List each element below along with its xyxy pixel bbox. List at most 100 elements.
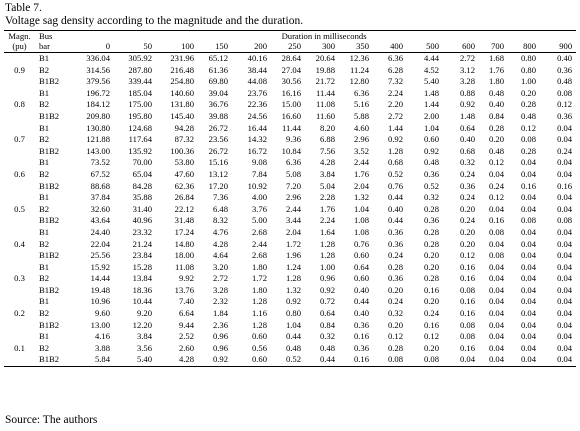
- table-row: B1 73.52 70.00 53.80 15.16 9.08 6.36 4.28 2.44 0.…: [4, 157, 576, 169]
- bus-bar-cell: B2: [39, 168, 50, 179]
- value-cell: 339.44: [128, 76, 152, 87]
- value-cell: 0.92: [387, 134, 403, 145]
- bus-bar-cell: B1B2: [39, 250, 60, 261]
- duration-column-header: 100: [156, 41, 198, 53]
- value-cell: 0.24: [423, 308, 439, 319]
- value-cell: 2.04: [285, 226, 301, 237]
- value-cell: 12.36: [349, 53, 369, 63]
- table-row: 0.9 B2 314.56 287.80 216.48 61.36 38.44 27.04 19…: [4, 65, 576, 77]
- value-cell: 10.92: [247, 180, 267, 191]
- value-cell: 19.88: [315, 64, 335, 75]
- value-cell: 35.88: [132, 192, 152, 203]
- value-cell: 185.04: [128, 87, 152, 98]
- value-cell: 0.44: [285, 331, 301, 342]
- value-cell: 1.76: [353, 168, 369, 179]
- value-cell: 1.28: [319, 250, 335, 261]
- value-cell: 6.36: [353, 87, 369, 98]
- value-cell: 0.80: [285, 308, 301, 319]
- bus-bar-cell: B1B2: [35, 354, 72, 368]
- value-cell: 2.00: [423, 110, 439, 121]
- value-cell: 18.36: [132, 284, 152, 295]
- value-cell: 0.04: [520, 342, 536, 353]
- value-cell: 0.04: [557, 226, 573, 237]
- value-cell: 27.04: [281, 64, 301, 75]
- value-cell: 0.04: [488, 308, 504, 319]
- value-cell: 2.60: [178, 342, 194, 353]
- value-cell: 15.28: [132, 261, 152, 272]
- value-cell: 0.04: [488, 319, 504, 330]
- value-cell: 0.24: [459, 168, 475, 179]
- value-cell: 0.48: [285, 342, 301, 353]
- table-row: B1B2 88.68 84.28 62.36 17.20 10.92 7.20 5.04 2.0…: [4, 181, 576, 193]
- value-cell: 0.04: [557, 273, 573, 284]
- table-row: B1 4.16 3.84 2.52 0.96 0.60 0.44 0.32 0.16 0.12 0.…: [4, 331, 576, 343]
- value-cell: 7.40: [178, 296, 194, 307]
- value-cell: 0.96: [212, 342, 228, 353]
- value-cell: 30.56: [281, 76, 301, 87]
- value-cell: 184.12: [86, 99, 110, 110]
- value-cell: 0.96: [319, 273, 335, 284]
- magnitude-cell: [4, 181, 35, 193]
- value-cell: 0.16: [459, 296, 475, 307]
- value-cell: 0.04: [520, 308, 536, 319]
- duration-column-header: 200: [232, 41, 271, 53]
- value-cell: 6.64: [178, 308, 194, 319]
- value-cell: 12.20: [132, 319, 152, 330]
- value-cell: 0.28: [520, 99, 536, 110]
- value-cell: 0.12: [520, 122, 536, 133]
- value-cell: 0.04: [557, 192, 573, 203]
- value-cell: 0.32: [423, 192, 439, 203]
- table-row: B1 336.04 305.92 231.96 65.12 40.16 28.64 20.64…: [4, 53, 576, 65]
- value-cell: 31.40: [132, 203, 152, 214]
- value-cell: 1.28: [251, 319, 267, 330]
- value-cell: 1.72: [285, 238, 301, 249]
- bus-bar-cell: B1: [39, 226, 50, 237]
- value-cell: 1.08: [353, 226, 369, 237]
- bus-bar-cell: B1B2: [39, 110, 60, 121]
- value-cell: 0.24: [387, 250, 403, 261]
- value-cell: 0.20: [459, 238, 475, 249]
- value-cell: 0.44: [387, 215, 403, 226]
- magnitude-cell: 0.3: [14, 273, 25, 284]
- value-cell: 31.48: [174, 215, 194, 226]
- value-cell: 1.68: [488, 53, 504, 63]
- value-cell: 0.04: [520, 226, 536, 237]
- value-cell: 0.04: [557, 203, 573, 214]
- value-cell: 0.04: [488, 273, 504, 284]
- value-cell: 0.04: [488, 168, 504, 179]
- value-cell: 9.08: [251, 157, 267, 168]
- value-cell: 0.24: [459, 192, 475, 203]
- value-cell: 9.20: [136, 308, 152, 319]
- value-cell: 6.48: [212, 203, 228, 214]
- bus-bar-cell: B2: [39, 134, 50, 145]
- value-cell: 0.64: [353, 261, 369, 272]
- value-cell: 0.04: [479, 354, 508, 368]
- value-cell: 0.04: [520, 157, 536, 168]
- value-cell: 1.44: [423, 99, 439, 110]
- value-cell: 3.56: [136, 342, 152, 353]
- value-cell: 26.72: [208, 122, 228, 133]
- value-cell: 0.36: [557, 110, 573, 121]
- value-cell: 0.40: [353, 308, 369, 319]
- value-cell: 1.96: [285, 250, 301, 261]
- value-cell: 0.60: [251, 331, 267, 342]
- table-label: Table 7.: [5, 2, 42, 14]
- value-cell: 0.24: [557, 145, 573, 156]
- value-cell: 0.04: [520, 238, 536, 249]
- value-cell: 0.04: [488, 238, 504, 249]
- value-cell: 305.92: [128, 53, 152, 63]
- table-row: B1B2 25.56 23.84 18.00 4.64 2.68 1.96 1.28 0.60 0…: [4, 250, 576, 262]
- value-cell: 0.36: [423, 168, 439, 179]
- value-cell: 0.04: [488, 261, 504, 272]
- value-cell: 1.48: [423, 87, 439, 98]
- value-cell: 0.76: [353, 238, 369, 249]
- value-cell: 0.28: [488, 122, 504, 133]
- value-cell: 3.84: [319, 168, 335, 179]
- magnitude-header: Magn.: [4, 30, 35, 41]
- value-cell: 336.04: [86, 53, 110, 63]
- value-cell: 0.28: [520, 145, 536, 156]
- value-cell: 3.28: [212, 284, 228, 295]
- value-cell: 0.24: [459, 215, 475, 226]
- value-cell: 0.48: [557, 76, 573, 87]
- magnitude-cell: 0.4: [14, 238, 25, 249]
